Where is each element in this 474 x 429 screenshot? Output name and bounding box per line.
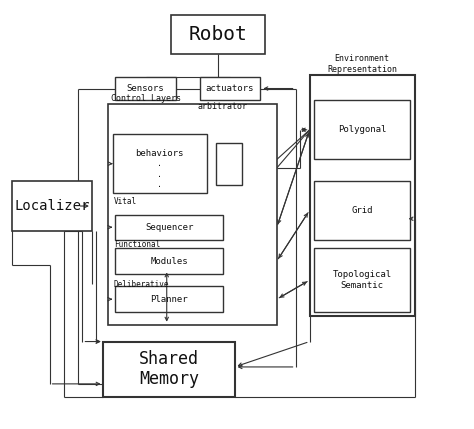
FancyBboxPatch shape [172, 15, 265, 54]
FancyBboxPatch shape [200, 77, 260, 100]
Text: Robot: Robot [189, 25, 247, 44]
FancyBboxPatch shape [314, 100, 410, 160]
Text: Modules: Modules [150, 257, 188, 266]
Text: Functional: Functional [114, 240, 160, 249]
FancyBboxPatch shape [108, 104, 277, 325]
FancyBboxPatch shape [115, 77, 176, 100]
FancyBboxPatch shape [314, 248, 410, 312]
FancyBboxPatch shape [216, 142, 242, 185]
Text: Environment
Representation: Environment Representation [327, 54, 397, 74]
FancyBboxPatch shape [310, 75, 415, 316]
Text: Sequencer: Sequencer [145, 223, 193, 232]
FancyBboxPatch shape [115, 248, 223, 274]
FancyBboxPatch shape [115, 214, 223, 240]
Text: Vital: Vital [114, 197, 137, 206]
Text: Sensors: Sensors [127, 84, 164, 93]
FancyBboxPatch shape [103, 341, 235, 396]
Text: Shared
Memory: Shared Memory [139, 350, 199, 388]
Text: behaviors: behaviors [136, 148, 184, 157]
Text: Grid: Grid [352, 206, 373, 215]
Text: Localizer: Localizer [14, 199, 90, 213]
Text: arbitrator: arbitrator [198, 102, 248, 111]
Text: actuators: actuators [206, 84, 254, 93]
FancyBboxPatch shape [314, 181, 410, 240]
Text: Control Layers: Control Layers [110, 94, 181, 103]
Text: Deliberative: Deliberative [114, 280, 169, 289]
FancyBboxPatch shape [113, 134, 207, 193]
Text: Topological
Semantic: Topological Semantic [333, 270, 392, 290]
FancyBboxPatch shape [12, 181, 92, 231]
FancyBboxPatch shape [115, 287, 223, 312]
Text: Polygonal: Polygonal [338, 125, 386, 134]
Text: Planner: Planner [150, 295, 188, 304]
Text: .
.
.: . . . [157, 159, 162, 189]
